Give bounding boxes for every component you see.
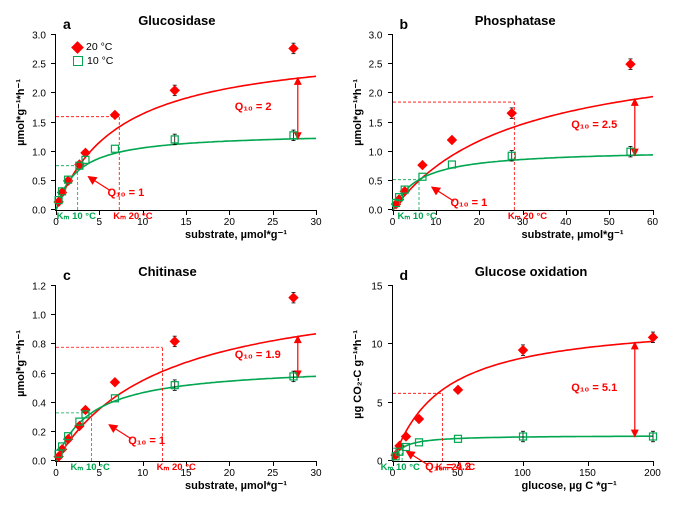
panel-letter: d: [400, 267, 409, 283]
km-20-label: Kₘ 20 °C: [436, 462, 475, 473]
y-axis-label: µmol*g⁻¹*h⁻¹: [14, 79, 27, 146]
panel-a: 0510152025300.00.51.01.52.02.53.0 Glucos…: [10, 10, 339, 253]
q10-high: Q₁₀ = 1.9: [235, 349, 281, 361]
x-axis-label: glucose, µg C *g⁻¹: [522, 479, 617, 492]
legend-20: 20 °C: [86, 41, 112, 53]
chart-title: Chitinase: [138, 264, 197, 279]
q10-high: Q₁₀ = 2: [235, 101, 272, 113]
km-20-label: Kₘ 20 °C: [113, 211, 152, 222]
km-10-label: Kₘ 10 °C: [381, 462, 420, 473]
q10-low: Q₁₀ = 1: [108, 187, 145, 199]
panel-letter: a: [63, 16, 71, 32]
plot-area: 0510152025300.00.20.40.60.81.01.2: [55, 286, 316, 462]
legend: 20 °C 10 °C: [73, 41, 113, 69]
km-10-label: Kₘ 10 °C: [71, 462, 110, 473]
panel-b: 01020304050600.00.51.01.52.02.53.0 Phosp…: [347, 10, 676, 253]
chart-title: Glucose oxidation: [475, 264, 588, 279]
x-axis-label: substrate, µmol*g⁻¹: [185, 228, 287, 241]
y-axis-label: µg CO₂-C g⁻¹*h⁻¹: [351, 330, 364, 419]
q10-low: Q₁₀ = 1: [451, 197, 488, 209]
y-axis-label: µmol*g⁻¹*h⁻¹: [351, 79, 364, 146]
chart-title: Phosphatase: [475, 13, 556, 28]
q10-high: Q₁₀ = 5.1: [571, 382, 617, 394]
x-axis-label: substrate, µmol*g⁻¹: [522, 228, 624, 241]
panel-c: 0510152025300.00.20.40.60.81.01.2 Chitin…: [10, 261, 339, 504]
panel-letter: b: [400, 16, 409, 32]
y-axis-label: µmol*g⁻¹*h⁻¹: [14, 330, 27, 397]
km-10-label: Kₘ 10 °C: [57, 211, 96, 222]
q10-high: Q₁₀ = 2.5: [571, 119, 617, 131]
km-10-label: Kₘ 10 °C: [398, 211, 437, 222]
x-axis-label: substrate, µmol*g⁻¹: [185, 479, 287, 492]
panel-d: 050100150200051015 Glucose oxidation d glu…: [347, 261, 676, 504]
panel-letter: c: [63, 267, 71, 283]
plot-area: 050100150200051015: [392, 286, 653, 462]
legend-10: 10 °C: [87, 55, 113, 67]
km-20-label: Kₘ 20 °C: [157, 462, 196, 473]
km-20-label: Kₘ 20 °C: [508, 211, 547, 222]
q10-low: Q₁₀ = 1: [128, 435, 165, 447]
chart-title: Glucosidase: [138, 13, 215, 28]
